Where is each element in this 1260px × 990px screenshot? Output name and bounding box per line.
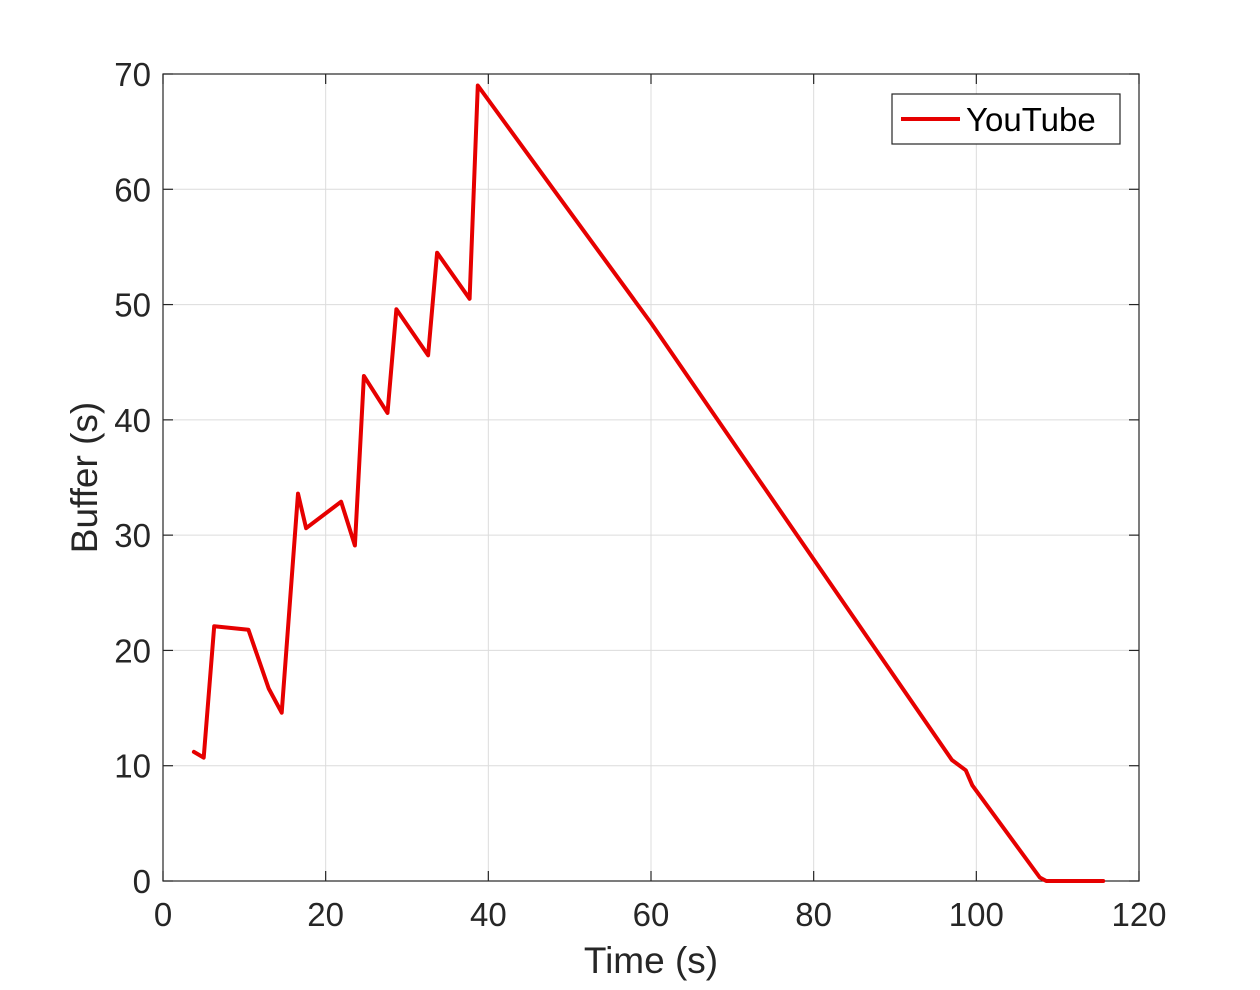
tick-layer: 0 20 40 60 80 100 120 0 10 20 30 40 50 60 70: [114, 56, 1166, 933]
x-axis-title: Time (s): [584, 940, 718, 981]
grid-layer: [163, 74, 1139, 881]
x-tick-label: 100: [949, 896, 1004, 933]
y-tick-label: 40: [114, 402, 151, 439]
x-tick-label: 80: [795, 896, 832, 933]
legend-label-youtube: YouTube: [966, 101, 1096, 138]
x-tick-label: 0: [154, 896, 172, 933]
series-layer: [191, 83, 1106, 883]
x-tick-label: 120: [1111, 896, 1166, 933]
y-tick-label: 0: [133, 863, 151, 900]
y-tick-label: 30: [114, 517, 151, 554]
y-tick-label: 60: [114, 171, 151, 208]
y-tick-label: 50: [114, 287, 151, 324]
x-tick-label: 20: [307, 896, 344, 933]
x-tick-label: 40: [470, 896, 507, 933]
series-line-youtube: [191, 83, 1106, 883]
y-tick-label: 70: [114, 56, 151, 93]
legend: YouTube: [891, 93, 1121, 145]
x-tick-label: 60: [633, 896, 670, 933]
y-tick-label: 20: [114, 632, 151, 669]
y-tick-label: 10: [114, 748, 151, 785]
y-axis-title: Buffer (s): [64, 402, 105, 553]
